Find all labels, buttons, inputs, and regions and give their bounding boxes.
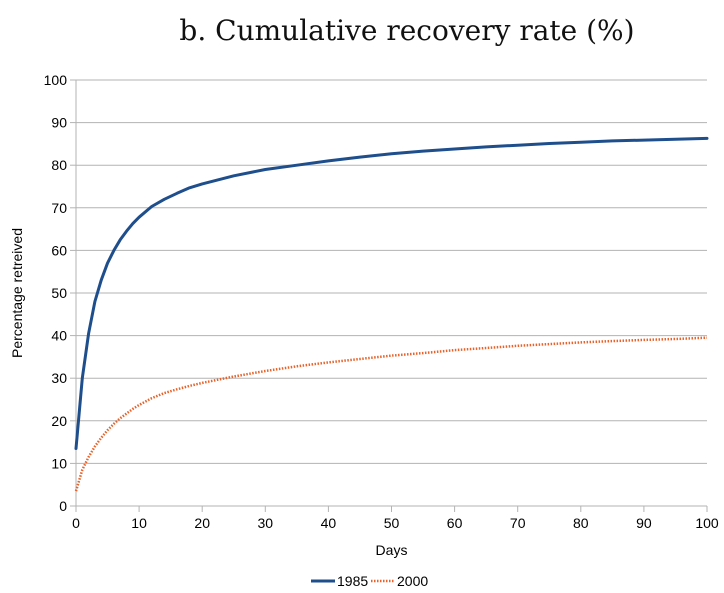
y-tick-label: 50 xyxy=(51,285,67,301)
y-tick-label: 20 xyxy=(51,413,67,429)
x-tick-label: 60 xyxy=(447,515,463,531)
gridlines xyxy=(76,79,707,464)
x-tick-label: 20 xyxy=(194,515,210,531)
y-tick-label: 70 xyxy=(51,200,67,216)
x-axis-label: Days xyxy=(376,542,408,558)
x-tick-label: 40 xyxy=(321,515,337,531)
series-lines xyxy=(74,136,709,492)
chart-title: b. Cumulative recovery rate (%) xyxy=(179,14,635,47)
y-tick-label: 80 xyxy=(51,157,67,173)
x-tick-label: 100 xyxy=(695,515,719,531)
x-tick-label: 90 xyxy=(636,515,652,531)
y-axis-label: Percentage retreived xyxy=(9,228,25,358)
legend-label-1985: 1985 xyxy=(337,573,368,589)
axes xyxy=(70,79,708,512)
x-tick-label: 30 xyxy=(258,515,274,531)
legend: 1985 2000 xyxy=(311,573,428,589)
series-line-1985 xyxy=(74,136,709,450)
y-tick-label: 0 xyxy=(59,498,67,514)
x-tick-label: 80 xyxy=(573,515,589,531)
y-tick-label: 10 xyxy=(51,455,67,471)
y-tick-label: 40 xyxy=(51,328,67,344)
x-tick-label: 0 xyxy=(72,515,80,531)
legend-label-2000: 2000 xyxy=(397,573,428,589)
y-tick-label: 60 xyxy=(51,242,67,258)
x-tick-label: 50 xyxy=(384,515,400,531)
y-tick-label: 30 xyxy=(51,370,67,386)
x-tick-label: 10 xyxy=(131,515,147,531)
y-tick-label: 90 xyxy=(51,115,67,131)
y-tick-label: 100 xyxy=(44,72,68,88)
series-line-2000 xyxy=(74,336,708,492)
x-tick-label: 70 xyxy=(510,515,526,531)
tick-labels: 0 10 20 30 40 50 60 70 80 90 100 0 10 20 30 40 50 60 70 80 9… xyxy=(44,72,719,531)
